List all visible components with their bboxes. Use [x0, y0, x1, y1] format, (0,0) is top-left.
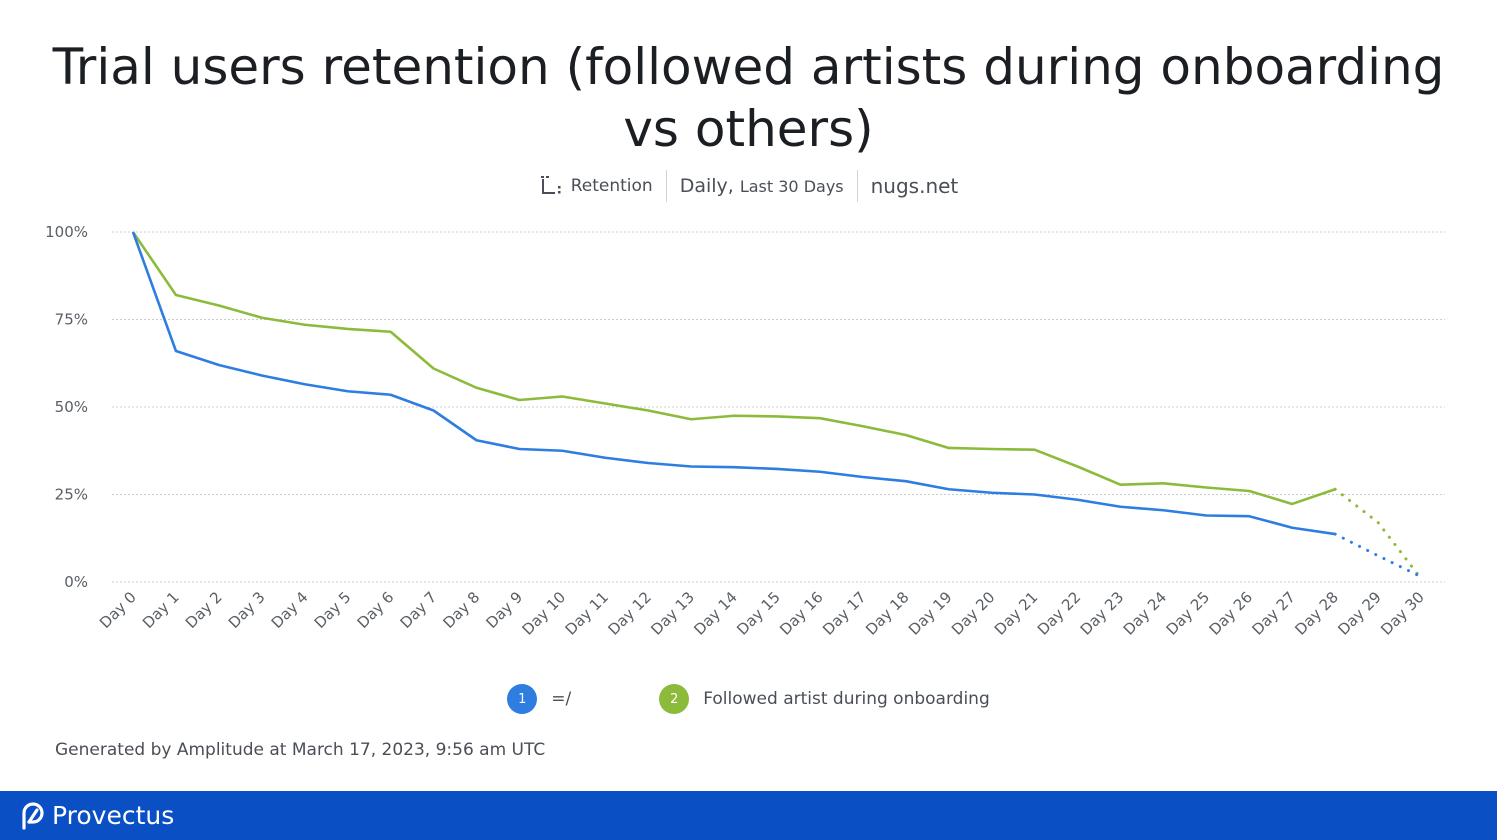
- x-tick-label: Day 5: [311, 588, 355, 632]
- project-label: nugs.net: [870, 174, 959, 198]
- x-tick-label: Day 13: [647, 588, 698, 639]
- x-tick-label: Day 10: [519, 588, 570, 639]
- legend-badge-1: 1: [507, 684, 538, 714]
- grid-layer: [112, 231, 1445, 583]
- x-tick-label: Day 18: [862, 588, 913, 639]
- interval-segment: Daily, Last 30 Days: [667, 170, 857, 202]
- legend-badge-2: 2: [659, 684, 690, 714]
- y-tick-label: 50%: [55, 398, 88, 416]
- x-tick-label: Day 29: [1334, 588, 1385, 639]
- x-tick-label: Day 26: [1206, 588, 1257, 639]
- brand-bar: Provectus: [0, 791, 1497, 840]
- x-tick-label: Day 22: [1034, 588, 1085, 639]
- legend-label-2: Followed artist during onboarding: [703, 689, 990, 709]
- series-layer: [131, 231, 1423, 580]
- x-tick-label: Day 19: [905, 588, 956, 639]
- x-tick-label: Day 15: [733, 588, 784, 639]
- x-tick-label: Day 27: [1248, 588, 1299, 639]
- chart-title: Trial users retention (followed artists …: [52, 38, 1445, 158]
- brand-name: Provectus: [52, 801, 175, 830]
- x-tick-label: Day 24: [1120, 588, 1171, 639]
- interval-label: Daily,: [679, 175, 734, 197]
- x-tick-labels: Day 0 Day 1 Day 2 Day 3 Day 4 Day 5 Day 6 Day 7…: [96, 588, 1428, 639]
- x-tick-label: Day 2: [182, 588, 226, 632]
- series-2-incomplete-line[interactable]: [1333, 487, 1423, 580]
- subtitle-divider: [856, 170, 858, 202]
- y-tick-label: 100%: [45, 223, 88, 241]
- x-tick-label: Day 28: [1291, 588, 1342, 639]
- chart-subtitle: Retention Daily, Last 30 Days nugs.net: [0, 170, 1497, 202]
- x-tick-label: Day 11: [562, 588, 613, 639]
- legend-label-1: =/: [551, 689, 572, 709]
- x-tick-label: Day 16: [776, 588, 827, 639]
- x-tick-label: Day 21: [991, 588, 1042, 639]
- retention-chart: 0%25%50%75%100% Day 0 Day 1 Day 2 Day 3 Day …: [45, 223, 1445, 639]
- metric-label: Retention: [570, 176, 653, 196]
- x-tick-label: Day 17: [819, 588, 870, 639]
- y-tick-label: 25%: [55, 486, 88, 504]
- x-tick-label: Day 6: [354, 588, 398, 632]
- retention-icon: [540, 176, 561, 194]
- series-1-incomplete-line[interactable]: [1333, 532, 1423, 579]
- y-tick-label: 0%: [64, 573, 88, 591]
- x-tick-label: Day 3: [225, 588, 269, 632]
- x-tick-label: Day 25: [1163, 588, 1214, 639]
- series-1-line[interactable]: [131, 231, 1336, 536]
- series-2-line[interactable]: [131, 231, 1336, 506]
- x-tick-label: Day 30: [1377, 588, 1428, 639]
- y-tick-label: 75%: [55, 311, 88, 329]
- x-tick-label: Day 14: [690, 588, 741, 639]
- y-tick-labels: 0% 25% 50% 75% 100%: [45, 223, 88, 591]
- legend-item-series-1[interactable]: 1 =/: [507, 684, 571, 714]
- legend-item-series-2[interactable]: 2 Followed artist during onboarding: [659, 684, 990, 714]
- x-tick-label: Day 20: [948, 588, 999, 639]
- x-tick-label: Day 12: [604, 588, 655, 639]
- generated-note: Generated by Amplitude at March 17, 2023…: [55, 740, 546, 760]
- x-tick-label: Day 1: [139, 588, 183, 632]
- legend: 1 =/ 2 Followed artist during onboarding: [0, 684, 1497, 714]
- project-segment: nugs.net: [858, 170, 972, 202]
- provectus-logo-icon: [22, 801, 44, 830]
- x-tick-label: Day 4: [268, 588, 312, 632]
- x-tick-label: Day 8: [439, 588, 483, 632]
- range-label: Last 30 Days: [739, 176, 844, 196]
- x-tick-label: Day 0: [96, 588, 140, 632]
- metric-segment: Retention: [526, 170, 666, 202]
- subtitle-divider: [665, 170, 667, 202]
- x-tick-label: Day 23: [1077, 588, 1128, 639]
- x-tick-label: Day 7: [397, 588, 441, 632]
